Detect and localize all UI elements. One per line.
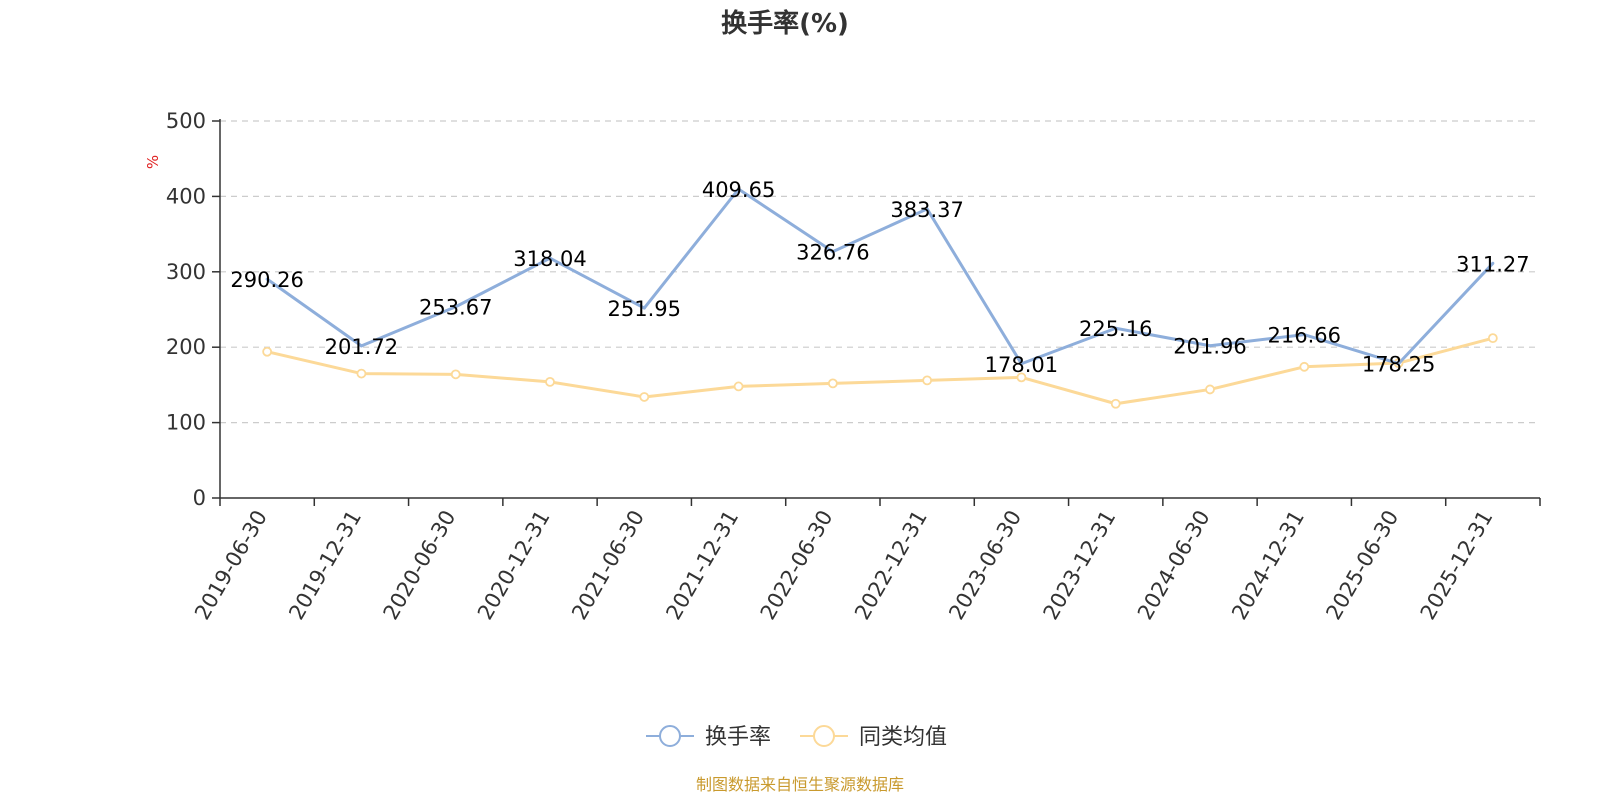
x-tick-label: 2023-12-31 bbox=[1039, 506, 1121, 624]
y-tick-label: 0 bbox=[193, 486, 206, 510]
data-label-turnover: 178.01 bbox=[985, 353, 1058, 377]
data-point-peer-average bbox=[356, 368, 367, 379]
data-point-peer-average bbox=[1205, 384, 1215, 395]
series-line-peer-average bbox=[266, 336, 1494, 406]
data-point-peer-average bbox=[922, 375, 933, 386]
legend-marker-turnover bbox=[659, 725, 681, 747]
data-source-note: 制图数据来自恒生聚源数据库 bbox=[696, 775, 904, 794]
y-tick-label: 400 bbox=[166, 184, 206, 208]
data-point-peer-average bbox=[1487, 333, 1498, 344]
data-point-turnover bbox=[1302, 333, 1306, 337]
x-tick-label: 2025-06-30 bbox=[1321, 506, 1403, 624]
chart-title: 换手率(%) bbox=[721, 8, 849, 39]
x-tick-label: 2025-12-31 bbox=[1416, 506, 1498, 624]
data-labels: 290.26 201.72 253.67 318.04 251.95 409.65 326.… bbox=[230, 178, 1529, 377]
axes bbox=[212, 119, 1541, 506]
x-tick-label: 2024-06-30 bbox=[1133, 506, 1215, 624]
data-point-peer-average bbox=[450, 369, 461, 380]
y-tick-labels: 0 100 200 300 400 500 bbox=[166, 109, 206, 510]
legend-marker-peer-average bbox=[813, 725, 835, 747]
x-tick-label: 2020-12-31 bbox=[473, 506, 555, 624]
legend-label-turnover: 换手率 bbox=[705, 725, 771, 750]
data-label-turnover: 251.95 bbox=[608, 297, 681, 321]
x-tick-label: 2019-06-30 bbox=[190, 506, 272, 624]
data-point-peer-average bbox=[545, 376, 555, 387]
data-point-turnover bbox=[925, 207, 929, 211]
data-label-turnover: 201.96 bbox=[1173, 335, 1246, 359]
data-point-peer-average bbox=[262, 346, 273, 357]
data-point-turnover bbox=[265, 277, 269, 281]
series-group bbox=[262, 187, 1498, 409]
data-label-turnover: 311.27 bbox=[1456, 252, 1529, 276]
data-point-peer-average bbox=[639, 392, 650, 402]
data-point-turnover bbox=[642, 306, 646, 310]
data-point-turnover bbox=[1019, 362, 1023, 366]
data-label-turnover: 201.72 bbox=[325, 335, 398, 359]
data-label-turnover: 383.37 bbox=[890, 198, 963, 222]
data-point-turnover bbox=[1491, 261, 1495, 265]
y-tick-label: 100 bbox=[166, 411, 206, 435]
legend-label-peer-average: 同类均值 bbox=[859, 725, 947, 750]
data-point-turnover bbox=[831, 250, 835, 254]
data-label-turnover: 216.66 bbox=[1268, 324, 1341, 348]
y-tick-label: 200 bbox=[166, 335, 206, 359]
x-tick-label: 2022-12-31 bbox=[850, 506, 932, 624]
data-point-peer-average bbox=[733, 381, 744, 392]
data-label-turnover: 178.25 bbox=[1362, 353, 1435, 377]
x-tick-label: 2022-06-30 bbox=[756, 506, 838, 624]
x-tick-label: 2024-12-31 bbox=[1227, 506, 1309, 624]
data-point-turnover bbox=[1208, 344, 1212, 348]
data-point-turnover bbox=[454, 305, 458, 309]
x-tick-label: 2019-12-31 bbox=[284, 506, 366, 624]
legend-item-peer-average[interactable]: 同类均值 bbox=[800, 725, 947, 750]
data-point-turnover bbox=[1114, 326, 1118, 330]
data-label-turnover: 253.67 bbox=[419, 296, 492, 320]
x-tick-label: 2021-12-31 bbox=[661, 506, 743, 624]
data-label-turnover: 326.76 bbox=[796, 241, 869, 265]
legend: 换手率 同类均值 bbox=[646, 725, 947, 750]
x-tick-label: 2023-06-30 bbox=[944, 506, 1026, 624]
x-tick-label: 2021-06-30 bbox=[567, 506, 649, 624]
data-point-peer-average bbox=[1016, 372, 1027, 383]
data-point-peer-average bbox=[1299, 361, 1310, 372]
grid-lines bbox=[220, 120, 1540, 424]
data-point-peer-average bbox=[1110, 398, 1121, 409]
data-label-turnover: 290.26 bbox=[230, 268, 303, 292]
x-tick-label: 2020-06-30 bbox=[379, 506, 461, 624]
series-line-turnover bbox=[266, 187, 1494, 366]
data-label-turnover: 318.04 bbox=[513, 247, 586, 271]
data-point-turnover bbox=[359, 344, 363, 348]
y-axis-unit-label: % bbox=[144, 155, 162, 169]
data-point-turnover bbox=[548, 256, 552, 260]
x-tick-labels: 2019-06-30 2019-12-31 2020-06-30 2020-12-31… bbox=[190, 506, 1498, 624]
data-point-peer-average bbox=[827, 378, 838, 389]
data-point-turnover bbox=[1397, 362, 1401, 366]
y-tick-label: 500 bbox=[166, 109, 206, 133]
data-label-turnover: 225.16 bbox=[1079, 317, 1152, 341]
data-label-turnover: 409.65 bbox=[702, 178, 775, 202]
y-tick-label: 300 bbox=[166, 260, 206, 284]
legend-item-turnover[interactable]: 换手率 bbox=[646, 725, 771, 750]
data-point-turnover bbox=[737, 187, 741, 191]
